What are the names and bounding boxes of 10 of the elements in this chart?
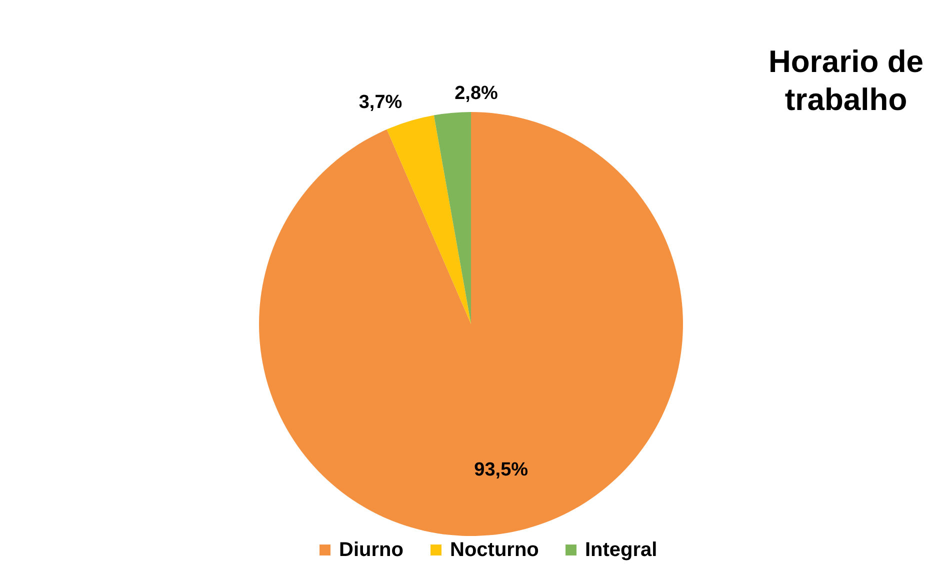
data-label: 93,5% bbox=[474, 459, 528, 480]
pie-slice bbox=[259, 112, 683, 536]
pie-slice bbox=[434, 112, 471, 324]
legend-label: Diurno bbox=[339, 539, 404, 561]
legend-label: Integral bbox=[585, 539, 658, 561]
pie-slice bbox=[386, 115, 471, 324]
data-label: 2,8% bbox=[454, 82, 498, 104]
data-label: 3,7% bbox=[358, 92, 402, 113]
legend-label: Nocturno bbox=[450, 539, 539, 561]
text: Horario de trabalho bbox=[768, 44, 924, 117]
